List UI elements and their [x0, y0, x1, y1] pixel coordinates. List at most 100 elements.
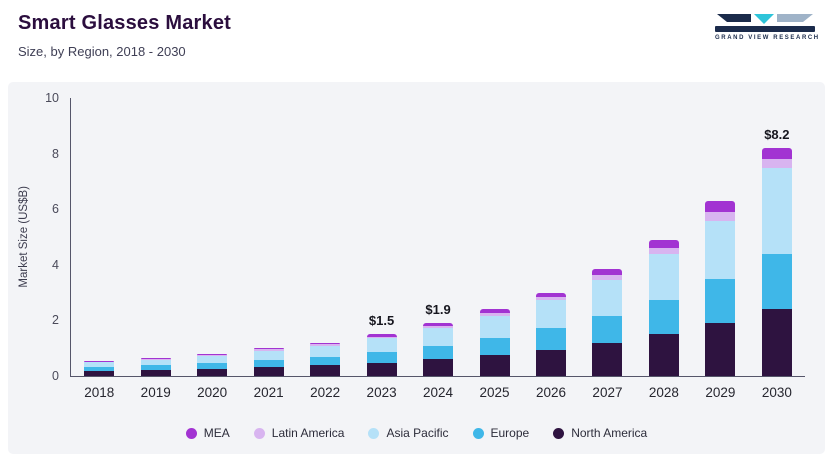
bar-segment-mea	[535, 292, 566, 297]
legend-item-latin-america: Latin America	[253, 426, 345, 440]
bar-stack	[140, 98, 171, 376]
bar-segment-north-america	[366, 362, 397, 376]
bar-segment-latin-america	[479, 313, 510, 317]
x-tick-label: 2024	[423, 385, 454, 400]
bar-segment-asia-pacific	[479, 316, 510, 339]
legend-dot-icon	[185, 427, 197, 439]
bar-segment-europe	[479, 338, 510, 356]
bar-segment-asia-pacific	[253, 350, 284, 360]
bar-segment-europe	[705, 279, 736, 323]
bar-segment-north-america	[592, 342, 623, 376]
bar-segment-north-america	[423, 359, 454, 376]
bar-segment-north-america	[648, 333, 679, 376]
page-title: Smart Glasses Market	[18, 12, 232, 34]
bar-segment-mea	[84, 360, 115, 362]
bar-stack	[705, 98, 736, 376]
bar-segment-mea	[253, 348, 284, 350]
bar-stack	[592, 98, 623, 376]
bar-segment-asia-pacific	[648, 253, 679, 300]
bar-segment-europe	[535, 328, 566, 350]
x-tick-label: 2029	[705, 385, 736, 400]
bar-segment-mea	[648, 239, 679, 248]
bar-segment-europe	[140, 365, 171, 371]
legend-item-mea: MEA	[185, 426, 230, 440]
legend-label: Latin America	[271, 426, 345, 440]
bar-column-2026: 2026	[523, 98, 579, 400]
bar-segment-latin-america	[423, 325, 454, 329]
page-subtitle: Size, by Region, 2018 - 2030	[18, 44, 186, 59]
bar-column-2028: 2028	[636, 98, 692, 400]
bar-column-2019: 2019	[127, 98, 183, 400]
bar-segment-europe	[761, 253, 792, 310]
bar-segment-mea	[140, 357, 171, 359]
bar-stack	[197, 98, 228, 376]
bar-segment-north-america	[705, 322, 736, 376]
bar-segment-mea	[592, 269, 623, 275]
bar-segment-asia-pacific	[366, 338, 397, 353]
bar-segment-europe	[366, 352, 397, 363]
x-tick-label: 2021	[253, 385, 284, 400]
bar-segment-europe	[310, 356, 341, 366]
y-axis-title-text: Market Size (US$B)	[18, 186, 30, 288]
bar-segment-europe	[648, 299, 679, 334]
bar-column-2030: 2030 $8.2	[749, 98, 805, 400]
bar-column-2029: 2029	[692, 98, 748, 400]
bar-segment-latin-america	[705, 212, 736, 221]
bar-segment-asia-pacific	[705, 220, 736, 280]
plot-bars: 2018 2019 2020 2021 2022 2023 $1.5 2024 $1.9 2025…	[71, 98, 805, 400]
bar-segment-north-america	[197, 368, 228, 376]
legend-item-asia-pacific: Asia Pacific	[368, 426, 449, 440]
bar-segment-north-america	[253, 367, 284, 376]
x-tick-label: 2028	[648, 385, 679, 400]
bar-column-2018: 2018	[71, 98, 127, 400]
y-axis-title: Market Size (US$B)	[18, 98, 30, 376]
bar-stack	[761, 98, 792, 376]
bar-segment-latin-america	[648, 247, 679, 254]
bar-segment-europe	[253, 359, 284, 368]
bar-segment-latin-america	[197, 354, 228, 356]
bar-segment-latin-america	[761, 159, 792, 168]
bar-stack	[423, 98, 454, 376]
bar-stack	[310, 98, 341, 376]
bar-segment-north-america	[761, 309, 792, 376]
bar-segment-latin-america	[535, 296, 566, 301]
bar-segment-asia-pacific	[197, 355, 228, 363]
bar-segment-mea	[705, 200, 736, 213]
bar-segment-north-america	[140, 370, 171, 376]
bar-segment-asia-pacific	[535, 300, 566, 329]
legend: MEA Latin America Asia Pacific Europe North …	[8, 426, 825, 440]
bar-segment-mea	[366, 334, 397, 337]
bar-column-2023: 2023 $1.5	[353, 98, 409, 400]
bar-segment-mea	[479, 309, 510, 314]
brand-logo: GRAND VIEW RESEARCH	[715, 12, 818, 41]
bar-column-2021: 2021	[240, 98, 296, 400]
bar-column-2020: 2020	[184, 98, 240, 400]
bar-segment-latin-america	[592, 274, 623, 280]
x-tick-label: 2025	[479, 385, 510, 400]
bar-segment-latin-america	[140, 358, 171, 360]
chart-panel: Market Size (US$B) 2018 2019 2020 2021 2022 2…	[8, 82, 825, 454]
bar-column-2025: 2025	[466, 98, 522, 400]
legend-dot-icon	[253, 427, 265, 439]
bar-total-label: $8.2	[764, 127, 790, 143]
bar-segment-europe	[197, 362, 228, 369]
legend-label: North America	[571, 426, 648, 440]
bar-segment-north-america	[84, 371, 115, 376]
plot-area: 2018 2019 2020 2021 2022 2023 $1.5 2024 $1.9 2025…	[45, 91, 805, 400]
bar-segment-mea	[761, 148, 792, 160]
y-tick-label: 2	[52, 313, 59, 328]
bar-stack	[84, 98, 115, 376]
legend-label: Asia Pacific	[386, 426, 449, 440]
bar-segment-asia-pacific	[592, 279, 623, 316]
bar-column-2027: 2027	[579, 98, 635, 400]
legend-item-north-america: North America	[553, 426, 647, 440]
y-tick-label: 10	[45, 91, 59, 105]
bar-segment-latin-america	[366, 336, 397, 339]
x-tick-label: 2019	[140, 385, 171, 400]
bar-total-label: $1.5	[368, 313, 395, 329]
legend-label: Europe	[490, 426, 530, 440]
y-tick-label: 6	[52, 202, 59, 217]
bar-stack	[253, 98, 284, 376]
y-tick-label: 4	[52, 257, 59, 272]
x-tick-label: 2022	[310, 385, 341, 400]
